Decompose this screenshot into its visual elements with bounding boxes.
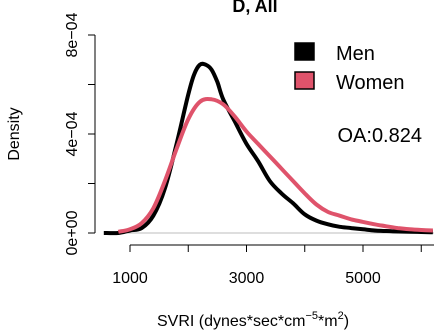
x-tick-label: 5000 — [345, 270, 381, 287]
y-tick-label: 4e−04 — [64, 111, 81, 156]
x-axis-label-mid: *m — [318, 313, 338, 330]
x-axis-label-exponent-2: 2 — [338, 310, 344, 322]
legend-label-women: Women — [336, 72, 405, 94]
series-line-men — [103, 61, 434, 236]
y-tick-label: 8e−04 — [64, 12, 81, 57]
chart-title: D, All — [232, 0, 277, 16]
x-axis-label: SVRI (dynes*sec*cm−5*m2) — [157, 310, 349, 330]
y-axis-label: Density — [6, 107, 23, 160]
x-axis: 1000 3000 5000 — [112, 244, 434, 287]
x-axis-label-prefix: SVRI (dynes*sec*cm — [157, 313, 306, 330]
overlap-annotation: OA:0.824 — [337, 125, 422, 147]
x-axis-label-suffix: ) — [344, 313, 349, 330]
legend-swatch-men — [294, 42, 315, 61]
y-tick-label: 0e+00 — [64, 210, 81, 255]
x-tick-label: 1000 — [112, 270, 148, 287]
x-axis-label-exponent-1: −5 — [305, 310, 318, 322]
y-axis: 0e+00 4e−04 8e−04 — [64, 12, 96, 255]
x-tick-label: 3000 — [229, 270, 265, 287]
legend-label-men: Men — [336, 43, 375, 65]
series-line-women — [117, 97, 434, 234]
legend-swatch-women — [294, 71, 315, 90]
series-layer — [103, 61, 434, 236]
legend: Men Women — [294, 42, 405, 94]
